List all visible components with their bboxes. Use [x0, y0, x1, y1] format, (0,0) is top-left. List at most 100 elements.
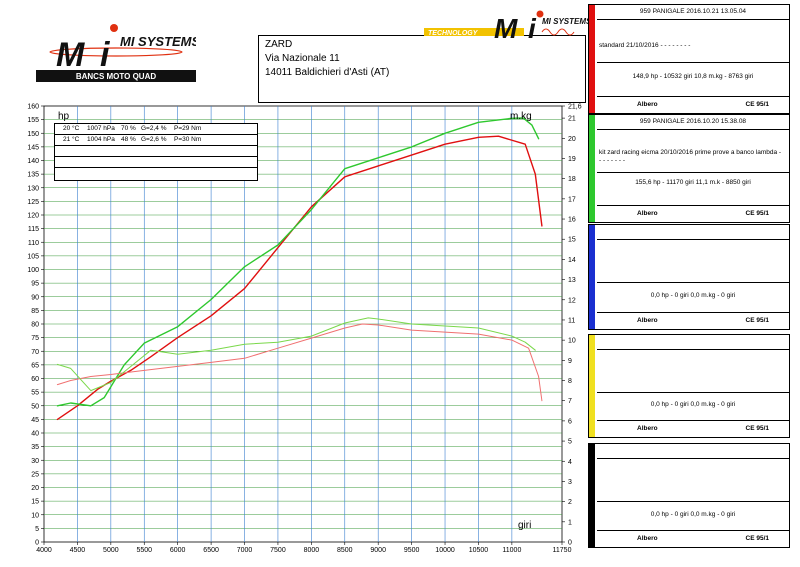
x-tick-label: 8500 [337, 547, 353, 554]
series-line-3 [56, 317, 536, 392]
albero-label: Albero [637, 210, 658, 217]
x-tick-label: 7500 [270, 547, 286, 554]
y2-tick-label: 20 [568, 136, 576, 143]
address-line-2: Via Nazionale 11 [265, 53, 340, 64]
y-tick-label: 35 [31, 444, 39, 451]
dyno-chart: 0510152025303540455055606570758085909510… [27, 104, 582, 555]
x-tick-label: 9000 [370, 547, 386, 554]
y2-tick-label: 16 [568, 217, 576, 224]
y-tick-label: 15 [31, 499, 39, 506]
y2-tick-label: 8 [568, 378, 572, 385]
y2-tick-label: 3 [568, 479, 572, 486]
x-tick-label: 6000 [170, 547, 186, 554]
y-tick-label: 25 [31, 471, 39, 478]
y-tick-label: 95 [31, 281, 39, 288]
y2-tick-label: 0 [568, 540, 572, 547]
x-tick-label: 5000 [103, 547, 119, 554]
y-tick-label: 125 [27, 199, 39, 206]
y2-tick-label: 15 [568, 237, 576, 244]
y-tick-label: 40 [31, 431, 39, 438]
x-tick-label: 8000 [304, 547, 320, 554]
run-peak-values: 0,0 hp - 0 giri 0,0 m.kg - 0 giri [650, 511, 736, 518]
logo-right-name: MI SYSTEMS [542, 17, 588, 26]
run-footer: Albero CE 95/1 [597, 205, 789, 222]
svg-text:M: M [494, 13, 518, 44]
x-tick-label: 4000 [36, 547, 52, 554]
svg-text:i: i [528, 13, 537, 44]
run-description: standard 21/10/2016 - - - - - - - - [599, 42, 691, 49]
y-tick-label: 30 [31, 458, 39, 465]
x-tick-label: 5500 [136, 547, 152, 554]
run-panel-green: 959 PANIGALE 2016.10.20 15.38.08 kit zar… [588, 114, 790, 223]
y-tick-label: 70 [31, 349, 39, 356]
albero-label: Albero [637, 101, 658, 108]
cond-p: P=30 Nm [174, 136, 202, 143]
y-tick-label: 110 [28, 240, 39, 247]
y2-tick-label: 21,6 [568, 104, 582, 111]
cond-g: G=2,4 % [141, 125, 167, 132]
conditions-row-red: 20 °C 1007 hPa 70 % G=2,4 % P=29 Nm [55, 124, 257, 135]
x-tick-label: 9500 [404, 547, 420, 554]
cond-pressure: 1004 hPa [87, 136, 115, 143]
mi-systems-technology-logo: TECHNOLOGY M i MI SYSTEMS [424, 10, 588, 44]
y2-tick-label: 7 [568, 398, 572, 405]
y2-tick-label: 5 [568, 439, 572, 446]
y2-tick-label: 14 [568, 257, 576, 264]
y2-tick-label: 4 [568, 459, 572, 466]
run-peak-values: 0,0 hp - 0 giri 0,0 m.kg - 0 giri [650, 292, 736, 299]
run-panel-black: 0,0 hp - 0 giri 0,0 m.kg - 0 giri Albero… [588, 443, 790, 548]
y-tick-label: 55 [31, 390, 39, 397]
run-color-bar [589, 5, 595, 113]
x-tick-label: 11000 [502, 547, 521, 554]
y2-tick-label: 21 [568, 116, 576, 123]
run-color-bar [589, 444, 595, 547]
run-footer: Albero CE 95/1 [597, 96, 789, 113]
y2-tick-label: 9 [568, 358, 572, 365]
conditions-row-empty [55, 157, 257, 168]
albero-label: Albero [637, 317, 658, 324]
cond-humidity: 48 % [121, 136, 136, 143]
y2-tick-label: 12 [568, 297, 576, 304]
y-tick-label: 45 [31, 417, 39, 424]
y2-tick-label: 13 [568, 277, 576, 284]
run-description: kit zard racing eicma 20/10/2016 prime p… [599, 149, 782, 164]
y-tick-label: 105 [27, 253, 39, 260]
x-tick-label: 7000 [237, 547, 253, 554]
y-tick-label: 20 [31, 485, 39, 492]
run-title: 959 PANIGALE 2016.10.21 13.05.04 [639, 8, 747, 15]
logo-left-tagline: BANCS MOTO QUAD [76, 72, 157, 81]
y-tick-label: 0 [35, 540, 39, 547]
mi-systems-logo: M i MI SYSTEMS BANCS MOTO QUAD [36, 24, 196, 82]
run-peak-values: 148,9 hp - 10532 giri 10,8 m.kg - 8763 g… [632, 73, 754, 80]
x-tick-label: 6500 [203, 547, 219, 554]
series-line-1 [56, 117, 540, 407]
x-tick-label: 10500 [469, 547, 489, 554]
y-tick-label: 155 [27, 117, 39, 124]
y-tick-label: 85 [31, 308, 39, 315]
run-color-bar [589, 335, 595, 437]
series-line-2 [56, 323, 543, 402]
address-box: ZARD Via Nazionale 11 14011 Baldichieri … [258, 35, 586, 103]
run-panel-yellow: 0,0 hp - 0 giri 0,0 m.kg - 0 giri Albero… [588, 334, 790, 438]
run-color-bar [589, 225, 595, 329]
svg-text:i: i [100, 36, 111, 74]
x-tick-label: 4500 [70, 547, 86, 554]
y2-tick-label: 1 [568, 519, 572, 526]
cond-pressure: 1007 hPa [87, 125, 115, 132]
y2-tick-label: 2 [568, 499, 572, 506]
cond-humidity: 70 % [121, 125, 136, 132]
y-tick-label: 135 [27, 172, 39, 179]
cond-temp: 20 °C [63, 125, 80, 132]
run-footer: Albero CE 95/1 [597, 420, 789, 437]
y-tick-label: 75 [31, 335, 39, 342]
y-tick-label: 90 [31, 294, 39, 301]
address-line-3: 14011 Baldichieri d'Asti (AT) [265, 67, 390, 78]
y-tick-label: 140 [27, 158, 39, 165]
cond-p: P=29 Nm [174, 125, 202, 132]
y-tick-label: 10 [31, 512, 39, 519]
y-tick-label: 50 [31, 403, 39, 410]
run-peak-values: 155,6 hp - 11170 giri 11,1 m.k - 8850 gi… [635, 179, 751, 186]
y-axis-unit-label: hp [58, 111, 70, 122]
run-footer: Albero CE 95/1 [597, 312, 789, 329]
albero-label: Albero [637, 535, 658, 542]
